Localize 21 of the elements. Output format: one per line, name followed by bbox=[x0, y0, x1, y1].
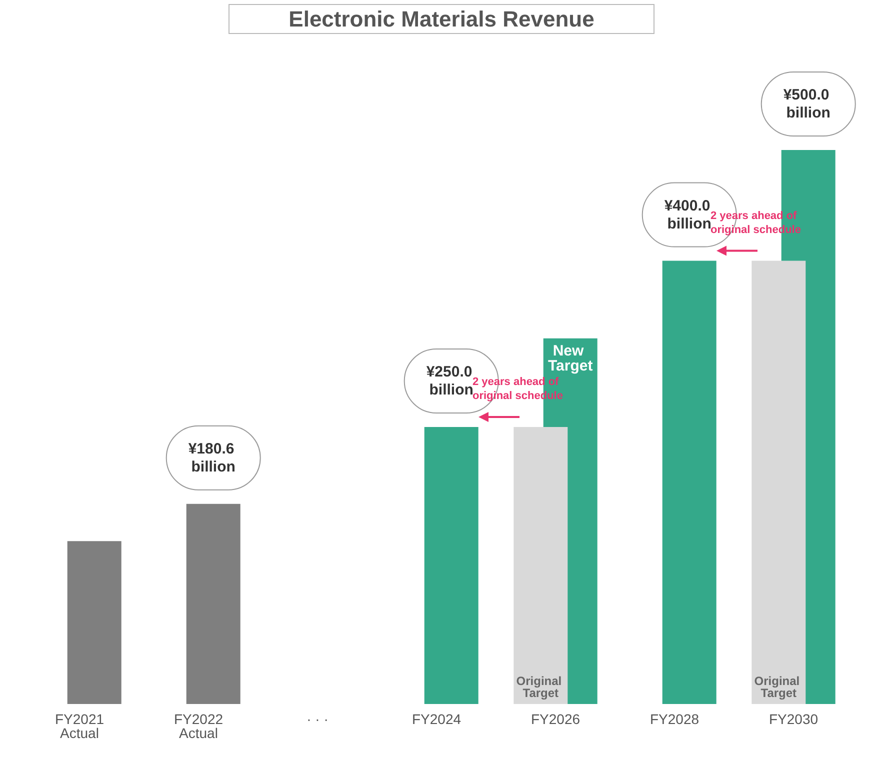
chart-title: Electronic Materials Revenue bbox=[288, 6, 594, 32]
x-tick-label: FY2028 bbox=[650, 711, 700, 727]
bar bbox=[424, 427, 478, 704]
x-tick-label: FY2022 Actual bbox=[174, 711, 224, 741]
x-tick-label: FY2030 bbox=[768, 711, 818, 727]
data-label: ¥500.0 billion bbox=[783, 86, 834, 122]
bar bbox=[186, 504, 240, 704]
data-label: ¥250.0 billion bbox=[426, 364, 474, 398]
data-label: ¥400.0 billion bbox=[664, 197, 712, 232]
bar bbox=[67, 541, 122, 704]
x-tick-label: · · · bbox=[306, 711, 328, 727]
bar bbox=[752, 260, 806, 704]
series-label: New Target bbox=[548, 342, 593, 374]
text: Original Target bbox=[754, 674, 800, 700]
x-tick-label: FY2021 Actual bbox=[54, 711, 104, 741]
bar bbox=[662, 260, 716, 704]
x-tick-label: FY2026 bbox=[530, 711, 580, 727]
data-label: ¥180.6 billion bbox=[188, 440, 238, 476]
x-tick-label: FY2024 bbox=[412, 711, 462, 727]
series-label: Original Target bbox=[516, 674, 565, 700]
bar bbox=[514, 427, 568, 704]
